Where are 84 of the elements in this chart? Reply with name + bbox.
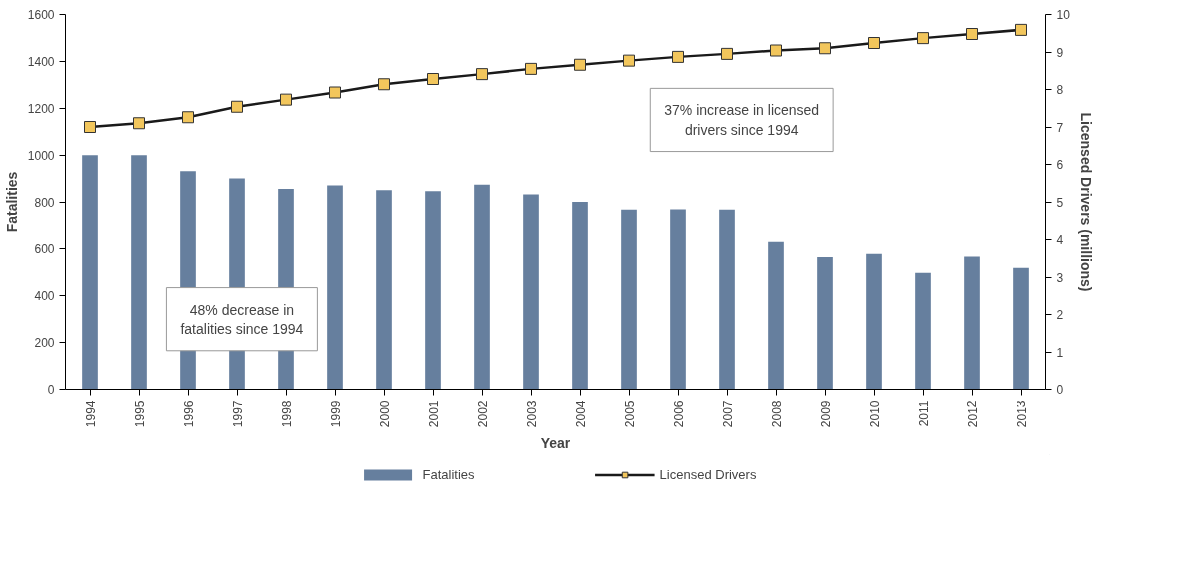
y2-tick-label: 10 xyxy=(1056,8,1071,22)
y-tick-label: 200 xyxy=(34,336,55,351)
y2-tick-label: 6 xyxy=(1056,158,1064,172)
bar xyxy=(327,185,343,390)
annotation: 37% increase in licensed drivers since 1994 xyxy=(664,102,820,138)
y2-tick-label: 4 xyxy=(1056,233,1064,247)
point xyxy=(770,44,782,57)
bar xyxy=(82,155,98,390)
bar xyxy=(572,202,588,390)
y2-tick-label: 2 xyxy=(1056,308,1064,322)
point xyxy=(280,93,292,106)
y2-tick-label: 0 xyxy=(1056,383,1064,397)
x-tick-label: 2005 xyxy=(622,400,637,428)
point xyxy=(182,111,194,124)
x-tick-label: 1996 xyxy=(181,400,196,428)
bar xyxy=(964,256,980,390)
legend-label: Fatalities xyxy=(422,466,475,482)
x-tick-label: 2000 xyxy=(377,400,392,428)
y2-tick-label: 1 xyxy=(1056,345,1064,360)
x-tick-label: 2008 xyxy=(769,400,784,428)
bar xyxy=(474,184,490,390)
point xyxy=(84,121,96,133)
point xyxy=(427,73,439,85)
bar xyxy=(866,253,882,390)
point xyxy=(623,54,635,67)
y-tick-label: 600 xyxy=(34,242,55,257)
point xyxy=(1015,23,1027,36)
bar xyxy=(670,209,686,390)
y2-tick-label: 7 xyxy=(1056,120,1064,135)
x-tick-label: 2003 xyxy=(524,400,539,428)
legend-label: Licensed Drivers xyxy=(659,466,757,482)
point xyxy=(133,117,145,130)
annotation: 48% decrease in fatalities since 1994 xyxy=(180,301,304,337)
x-tick-label: 1998 xyxy=(279,400,294,428)
x-tick-label: 2012 xyxy=(965,400,980,428)
bar xyxy=(621,209,637,390)
y-tick-label: 1400 xyxy=(27,54,55,69)
point xyxy=(476,68,488,81)
y2-tick-label: 3 xyxy=(1056,270,1064,285)
y2-axis-title: Licensed Drivers (millions) xyxy=(1077,112,1094,292)
y-tick-label: 1000 xyxy=(27,148,55,163)
y-tick-label: 400 xyxy=(34,289,55,304)
point xyxy=(525,62,537,75)
y2-tick-label: 9 xyxy=(1056,45,1064,60)
x-tick-label: 2010 xyxy=(867,400,882,428)
x-tick-label: 2001 xyxy=(426,400,441,428)
bar xyxy=(425,191,441,390)
x-tick-label: 2011 xyxy=(916,400,931,427)
x-tick-label: 1999 xyxy=(328,400,343,428)
point xyxy=(378,78,390,91)
y2-tick-label: 8 xyxy=(1056,83,1064,97)
point xyxy=(819,42,831,55)
bar xyxy=(1013,267,1029,390)
x-tick-label: 2006 xyxy=(671,400,686,428)
bar xyxy=(131,155,147,390)
bar xyxy=(376,190,392,390)
point xyxy=(917,32,929,45)
point xyxy=(868,37,880,49)
x-tick-label: 2007 xyxy=(720,400,735,428)
y-tick-label: 1600 xyxy=(27,8,55,22)
bar xyxy=(817,257,833,390)
x-axis-title: Year xyxy=(540,435,571,452)
point xyxy=(672,50,684,63)
x-tick-label: 2013 xyxy=(1014,400,1029,428)
point xyxy=(721,47,733,60)
bar xyxy=(719,209,735,390)
x-tick-label: 2004 xyxy=(573,400,588,428)
point xyxy=(231,100,243,113)
bar xyxy=(915,272,931,390)
y-tick-label: 1200 xyxy=(27,101,55,116)
x-tick-label: 2002 xyxy=(475,400,490,428)
y-tick-label: 800 xyxy=(34,195,55,210)
x-tick-label: 1994 xyxy=(83,400,98,428)
point xyxy=(966,28,978,40)
x-tick-label: 1995 xyxy=(132,400,147,428)
point xyxy=(574,58,586,71)
bar xyxy=(523,194,539,390)
x-tick-label: 1997 xyxy=(230,400,245,428)
y-axis-title: Fatalities xyxy=(3,171,20,233)
x-tick-label: 2009 xyxy=(818,400,833,428)
y2-tick-label: 5 xyxy=(1056,195,1064,210)
point xyxy=(329,86,341,99)
y-tick-label: 0 xyxy=(47,383,55,397)
bar xyxy=(768,241,784,390)
